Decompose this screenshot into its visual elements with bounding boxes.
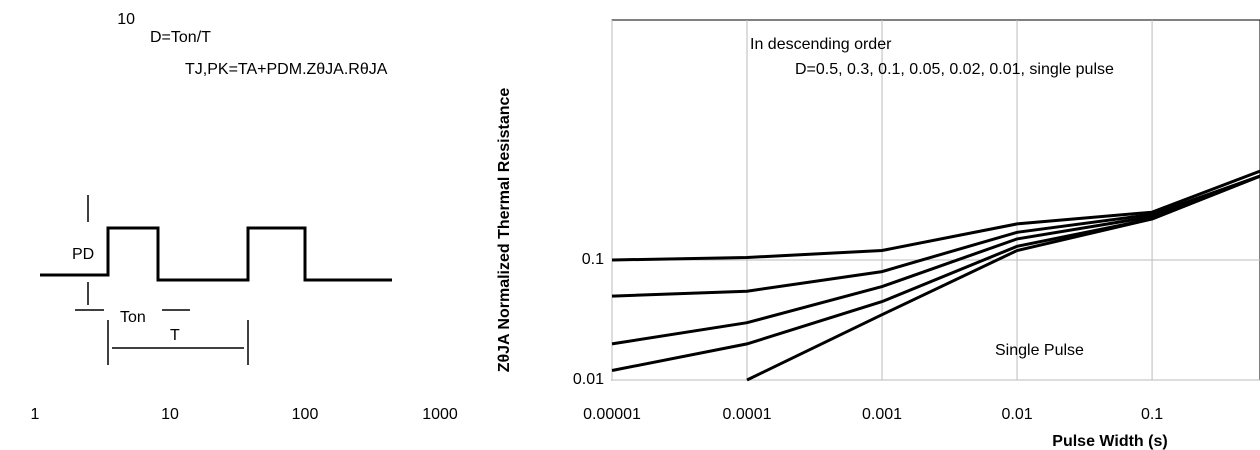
annotation: In descending order xyxy=(750,36,892,53)
annotation: TJ,PK=TA+PDM.ZθJA.RθJA xyxy=(185,61,388,78)
series-line xyxy=(611,174,1260,372)
x-tick-label: 1 xyxy=(31,406,40,423)
x-tick-label: 0.0001 xyxy=(723,406,772,423)
series-line xyxy=(611,169,1260,262)
x-tick-label: 0.1 xyxy=(1141,406,1163,423)
pulse-diagram xyxy=(40,195,392,365)
x-tick-label: 100 xyxy=(292,406,319,423)
annotation: D=Ton/T xyxy=(150,29,211,46)
label-box xyxy=(985,335,1125,367)
y-tick-label: 0.1 xyxy=(582,251,604,268)
series-line xyxy=(611,174,1260,346)
annotation: D=0.5, 0.3, 0.1, 0.05, 0.02, 0.01, singl… xyxy=(795,61,1114,78)
x-tick-label: 0.01 xyxy=(1001,406,1032,423)
y-tick-label: 10 xyxy=(117,11,135,28)
x-tick-label: 0.00001 xyxy=(583,406,641,423)
x-tick-label: 10 xyxy=(161,406,179,423)
series-line xyxy=(611,174,1260,298)
x-tick-label: 1000 xyxy=(422,406,458,423)
x-axis-label: Pulse Width (s) xyxy=(1052,433,1167,450)
series-line xyxy=(746,174,1260,382)
x-tick-label: 0.001 xyxy=(862,406,902,423)
y-tick-label: 0.01 xyxy=(573,371,604,388)
annotation: PD xyxy=(72,246,94,263)
annotation: T xyxy=(170,327,180,344)
annotation: Single Pulse xyxy=(995,342,1084,359)
y-axis-label: ZθJA Normalized Thermal Resistance xyxy=(496,88,513,373)
annotation: Ton xyxy=(120,309,146,326)
